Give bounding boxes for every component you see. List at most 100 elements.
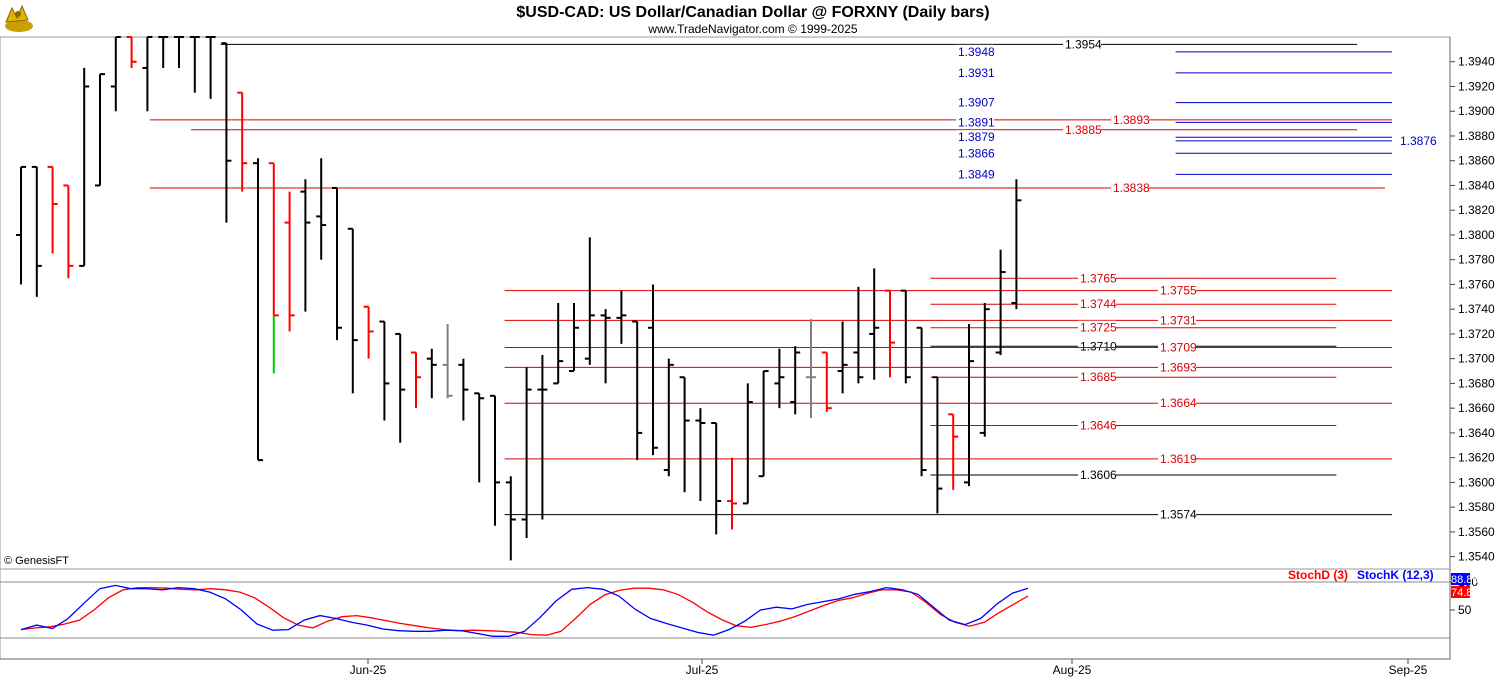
level-label-bg-1.3893 — [1111, 112, 1149, 126]
price-tick-label-1.3920: 1.3920 — [1458, 79, 1495, 93]
date-label-Sep-25: Sep-25 — [1389, 663, 1428, 677]
level-label-1.3876: 1.3876 — [1400, 134, 1437, 148]
price-panel: 1.39541.39481.39311.39071.38931.38911.38… — [0, 36, 1495, 570]
stoch-d-value-badge — [1451, 586, 1470, 598]
level-label-1.3948: 1.3948 — [958, 45, 995, 59]
level-label-bg-1.3948 — [956, 44, 994, 58]
price-tick-label-1.3620: 1.3620 — [1458, 451, 1495, 465]
level-label-1.3725: 1.3725 — [1080, 321, 1117, 335]
level-label-bg-1.3646 — [1078, 418, 1116, 432]
level-label-bg-1.3606 — [1078, 467, 1116, 481]
level-label-bg-1.3849 — [956, 167, 994, 181]
level-label-bg-1.3907 — [956, 95, 994, 109]
date-axis: Jun-25 Jul-25 Aug-25 Sep-25 — [0, 658, 1450, 677]
price-tick-label-1.3640: 1.3640 — [1458, 426, 1495, 440]
level-label-bg-1.3891 — [956, 115, 994, 129]
price-tick-label-1.3900: 1.3900 — [1458, 104, 1495, 118]
level-label-1.3755: 1.3755 — [1160, 284, 1197, 298]
level-label-1.3931: 1.3931 — [958, 66, 995, 80]
price-tick-label-1.3840: 1.3840 — [1458, 178, 1495, 192]
price-tick-label-1.3740: 1.3740 — [1458, 302, 1495, 316]
price-tick-label-1.3660: 1.3660 — [1458, 401, 1495, 415]
price-tick-label-1.3760: 1.3760 — [1458, 277, 1495, 291]
level-label-1.3838: 1.3838 — [1113, 181, 1150, 195]
level-label-bg-1.3755 — [1158, 283, 1196, 297]
level-label-1.3693: 1.3693 — [1160, 360, 1197, 374]
price-tick-label-1.3680: 1.3680 — [1458, 376, 1495, 390]
price-panel-frame — [0, 36, 1451, 570]
price-tick-label-1.3580: 1.3580 — [1458, 500, 1495, 514]
level-label-1.3885: 1.3885 — [1065, 123, 1102, 137]
stoch-k-value: 88.86 — [1451, 574, 1479, 586]
level-label-1.3891: 1.3891 — [958, 115, 995, 129]
price-tick-label-1.3860: 1.3860 — [1458, 154, 1495, 168]
stoch-k-value-badge — [1451, 573, 1470, 585]
level-label-1.3574: 1.3574 — [1160, 508, 1197, 522]
level-label-1.3709: 1.3709 — [1160, 341, 1197, 355]
stochastic-panel-frame — [0, 568, 1451, 660]
level-label-bg-1.3954 — [1063, 37, 1101, 51]
level-label-bg-1.3731 — [1158, 313, 1196, 327]
level-label-bg-1.3693 — [1158, 360, 1196, 374]
level-label-1.3646: 1.3646 — [1080, 418, 1117, 432]
bull-bear-logo-icon — [5, 4, 33, 32]
stoch-line-stochk-12-3- — [20, 584, 1029, 637]
level-label-bg-1.3574 — [1158, 507, 1196, 521]
price-axis: 1.3540 1.3560 1.3580 1.3600 1.3620 1.3640 1.36… — [1449, 37, 1495, 569]
price-tick-label-1.3800: 1.3800 — [1458, 228, 1495, 242]
chart-subtitle: www.TradeNavigator.com © 1999-2025 — [647, 22, 857, 36]
level-label-1.3907: 1.3907 — [958, 96, 995, 110]
level-label-bg-1.3866 — [956, 146, 994, 160]
level-label-1.3685: 1.3685 — [1080, 370, 1117, 384]
copyright-genesis: © GenesisFT — [4, 555, 69, 567]
level-label-1.3893: 1.3893 — [1113, 113, 1150, 127]
logo — [5, 4, 33, 32]
level-label-1.3606: 1.3606 — [1080, 468, 1117, 482]
level-label-bg-1.3744 — [1078, 297, 1116, 311]
ohlc-bars — [16, 36, 1022, 561]
price-tick-label-1.3560: 1.3560 — [1458, 525, 1495, 539]
stoch-d-value: 74.87 — [1451, 587, 1479, 599]
date-label-Jun-25: Jun-25 — [350, 663, 387, 677]
price-tick-label-1.3780: 1.3780 — [1458, 253, 1495, 267]
level-label-bg-1.3931 — [956, 65, 994, 79]
level-label-1.3731: 1.3731 — [1160, 313, 1197, 327]
level-label-bg-1.3710 — [1078, 339, 1116, 353]
level-label-1.3849: 1.3849 — [958, 167, 995, 181]
level-label-1.3879: 1.3879 — [958, 130, 995, 144]
stochastic-lines — [20, 584, 1029, 637]
stoch-tick-label-50: 50 — [1458, 603, 1472, 617]
price-tick-label-1.3600: 1.3600 — [1458, 475, 1495, 489]
level-label-1.3954: 1.3954 — [1065, 37, 1102, 51]
level-label-bg-1.3664 — [1158, 396, 1196, 410]
level-label-bg-1.3709 — [1158, 340, 1196, 354]
date-label-Jul-25: Jul-25 — [686, 663, 719, 677]
level-label-1.3866: 1.3866 — [958, 146, 995, 160]
level-label-bg-1.3876 — [1398, 133, 1436, 147]
price-tick-label-1.3880: 1.3880 — [1458, 129, 1495, 143]
level-label-1.3744: 1.3744 — [1080, 297, 1117, 311]
stoch-d-legend: StochD (3) — [1288, 568, 1348, 582]
stoch-line-stochd-3- — [20, 586, 1029, 636]
level-label-bg-1.3685 — [1078, 370, 1116, 384]
level-label-1.3664: 1.3664 — [1160, 396, 1197, 410]
date-label-Aug-25: Aug-25 — [1053, 663, 1092, 677]
level-label-bg-1.3838 — [1111, 180, 1149, 194]
level-label-1.3619: 1.3619 — [1160, 452, 1197, 466]
level-label-bg-1.3879 — [956, 130, 994, 144]
level-label-bg-1.3725 — [1078, 320, 1116, 334]
level-label-bg-1.3885 — [1063, 122, 1101, 136]
stochastic-panel: 50100 StochD (3) StochK (12,3) 88.86 74.… — [0, 568, 1479, 660]
price-tick-label-1.3540: 1.3540 — [1458, 550, 1495, 564]
level-label-1.3710: 1.3710 — [1080, 339, 1117, 353]
chart-title: $USD-CAD: US Dollar/Canadian Dollar @ FO… — [516, 4, 989, 21]
price-tick-label-1.3940: 1.3940 — [1458, 55, 1495, 69]
level-label-1.3765: 1.3765 — [1080, 271, 1117, 285]
level-label-bg-1.3765 — [1078, 271, 1116, 285]
price-tick-label-1.3700: 1.3700 — [1458, 352, 1495, 366]
level-label-bg-1.3619 — [1158, 451, 1196, 465]
price-tick-label-1.3720: 1.3720 — [1458, 327, 1495, 341]
price-tick-label-1.3820: 1.3820 — [1458, 203, 1495, 217]
stoch-k-legend: StochK (12,3) — [1357, 568, 1434, 582]
